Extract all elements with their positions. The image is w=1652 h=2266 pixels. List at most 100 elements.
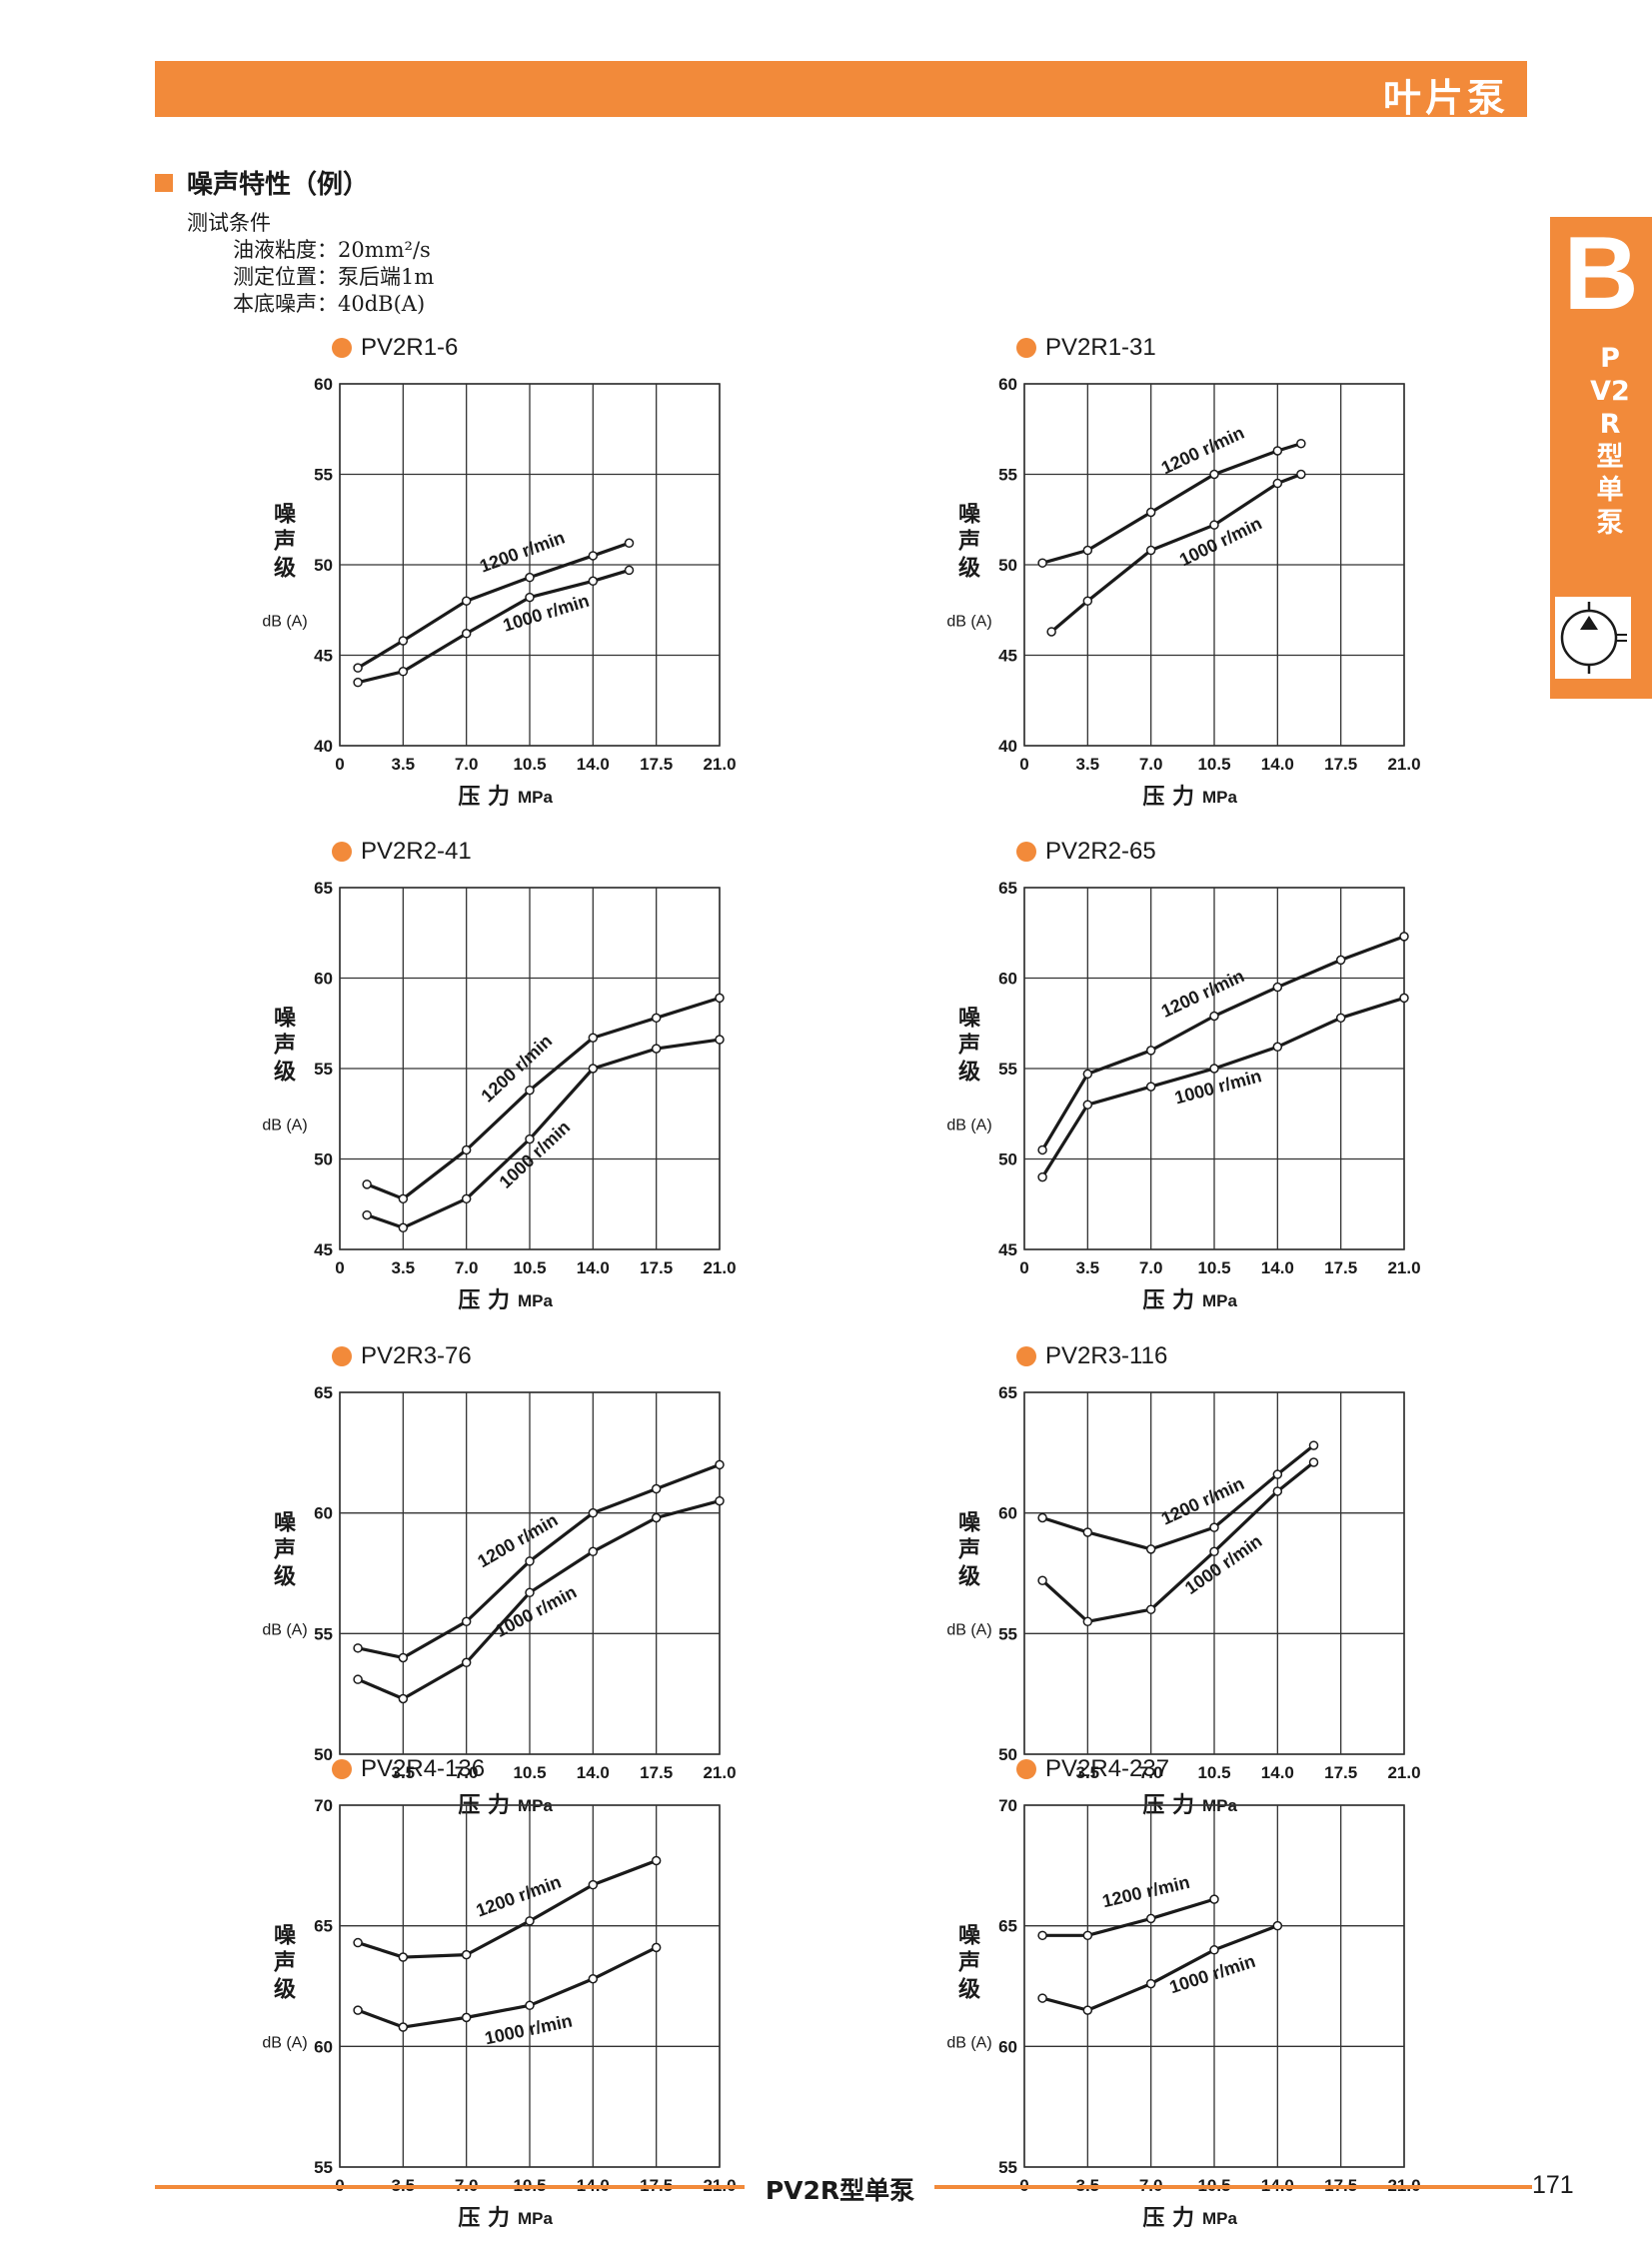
y-axis-label-char: 声 xyxy=(957,1034,980,1059)
series-1200-r-min xyxy=(1037,1894,1219,1941)
data-point xyxy=(1209,1945,1219,1955)
y-tick-label: 60 xyxy=(998,970,1017,989)
data-point xyxy=(398,1193,409,1204)
x-tick-label: 10.5 xyxy=(513,1763,546,1782)
x-tick-label: 14.0 xyxy=(1261,1763,1294,1782)
y-axis-label-char: 声 xyxy=(273,1951,296,1976)
plot-frame xyxy=(339,1391,721,1755)
data-point xyxy=(1082,1930,1093,1941)
y-axis-label-char: 级 xyxy=(958,1977,980,2003)
footer-title: PV2R型单泵 xyxy=(765,2176,915,2205)
x-axis-label: 压 力 xyxy=(1142,1287,1194,1313)
data-point xyxy=(353,1937,363,1948)
data-point xyxy=(525,1916,535,1926)
x-tick-label: 0 xyxy=(335,755,344,774)
y-tick-label: 55 xyxy=(314,466,333,485)
data-point xyxy=(461,1144,472,1155)
chart-svg: 0 3.5 7.0 10.5 14.0 17.5 21.0 45 50 55 60 65 噪声级 dB (… xyxy=(946,879,1420,1313)
data-point xyxy=(588,576,599,587)
y-axis-unit: dB (A) xyxy=(946,2035,991,2052)
data-point xyxy=(1037,1171,1047,1182)
chart-svg: 0 3.5 7.0 10.5 14.0 17.5 21.0 40 45 50 55 60 噪声级 dB (… xyxy=(262,375,736,810)
data-point xyxy=(353,663,363,673)
x-tick-label: 21.0 xyxy=(1387,1763,1420,1782)
y-tick-label: 45 xyxy=(998,1240,1017,1259)
data-point xyxy=(461,1657,472,1668)
y-tick-label: 65 xyxy=(998,879,1017,898)
data-point xyxy=(1272,478,1283,489)
y-axis-label-char: 噪 xyxy=(274,1007,297,1032)
y-axis-label-char: 声 xyxy=(273,1538,296,1563)
data-point xyxy=(1209,1522,1219,1532)
vane-pump-symbol-icon xyxy=(1555,597,1631,679)
data-point xyxy=(353,1674,363,1684)
series-label: 1000 r/min xyxy=(1172,1066,1263,1108)
chart-svg: 03.57.010.514.017.521.055606570噪声级dB (A)… xyxy=(946,1796,1420,2231)
data-point xyxy=(1082,545,1093,556)
x-tick-label: 21.0 xyxy=(703,1763,736,1782)
data-point xyxy=(651,1512,662,1523)
chart-pv2r1-6: PV2R1-6 0 3.5 7.0 10.5 14.0 17.5 21.0 40 45 50 55 60… xyxy=(262,334,736,810)
series-line xyxy=(357,568,630,685)
x-axis-unit: MPa xyxy=(1202,2209,1238,2228)
data-point xyxy=(1272,1469,1283,1479)
y-axis-label-char: 声 xyxy=(957,530,980,555)
bullet-dot-icon xyxy=(332,1346,352,1366)
y-tick-label: 40 xyxy=(998,737,1017,756)
y-tick-label: 50 xyxy=(998,1745,1017,1764)
data-point xyxy=(525,1556,535,1566)
data-point xyxy=(715,1035,725,1045)
chart-title-text: PV2R4-237 xyxy=(1045,1755,1170,1782)
data-point xyxy=(1272,1486,1283,1496)
bullet-dot-icon xyxy=(332,842,352,862)
y-tick-label: 40 xyxy=(314,737,333,756)
x-tick-label: 0 xyxy=(335,1258,344,1277)
x-axis-unit: MPa xyxy=(1202,788,1238,807)
data-point xyxy=(398,1693,409,1704)
y-tick-label: 65 xyxy=(998,1383,1017,1402)
data-point xyxy=(1209,1011,1219,1022)
series-line xyxy=(357,1859,658,1959)
data-point xyxy=(1272,446,1283,456)
y-tick-label: 60 xyxy=(998,375,1017,394)
y-tick-label: 60 xyxy=(998,2037,1017,2056)
data-point xyxy=(1037,558,1047,568)
footer-rule-right xyxy=(934,2185,1532,2189)
x-tick-label: 7.0 xyxy=(455,1258,479,1277)
y-tick-label: 50 xyxy=(998,1150,1017,1169)
y-axis-label-char: 级 xyxy=(958,556,980,582)
y-axis-label-char: 级 xyxy=(274,1564,296,1590)
data-point xyxy=(1082,596,1093,606)
x-tick-label: 10.5 xyxy=(513,1258,546,1277)
y-tick-label: 60 xyxy=(314,375,333,394)
data-point xyxy=(624,538,635,549)
data-point xyxy=(353,2005,363,2015)
chart-title-text: PV2R1-31 xyxy=(1045,334,1156,361)
section-heading-text: 噪声特性（例） xyxy=(187,170,370,200)
x-tick-label: 10.5 xyxy=(1197,1763,1230,1782)
x-tick-label: 7.0 xyxy=(1139,1763,1163,1782)
x-tick-label: 3.5 xyxy=(1076,1258,1100,1277)
y-axis-label-char: 声 xyxy=(273,530,296,555)
data-point xyxy=(1145,1046,1156,1056)
data-point xyxy=(525,2000,535,2011)
data-point xyxy=(1145,1544,1156,1554)
series-label: 1200 r/min xyxy=(474,1509,561,1571)
y-axis-label-char: 噪 xyxy=(958,1007,981,1032)
section-heading: 噪声特性（例） xyxy=(155,164,369,201)
chart-pv2r4-237: PV2R4-23703.57.010.514.017.521.055606570… xyxy=(946,1755,1420,2231)
y-tick-label: 45 xyxy=(314,1240,333,1259)
x-tick-label: 14.0 xyxy=(577,755,610,774)
chart-title-text: PV2R1-6 xyxy=(361,334,459,361)
y-axis-label-char: 声 xyxy=(273,1034,296,1059)
x-tick-label: 14.0 xyxy=(577,1763,610,1782)
page-number: 171 xyxy=(1532,2171,1574,2199)
header-bar: 叶片泵 xyxy=(155,61,1527,120)
y-tick-label: 50 xyxy=(998,556,1017,575)
y-tick-label: 50 xyxy=(314,556,333,575)
chart-title: PV2R1-6 xyxy=(332,334,458,362)
y-tick-label: 55 xyxy=(998,1624,1017,1643)
y-axis-unit: dB (A) xyxy=(946,1622,991,1639)
